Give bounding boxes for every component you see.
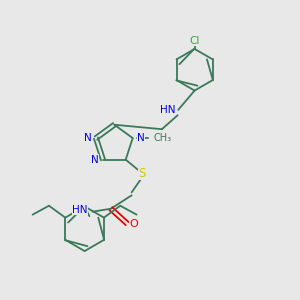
Text: HN: HN xyxy=(160,105,175,115)
Text: S: S xyxy=(138,167,146,180)
Text: O: O xyxy=(129,219,138,229)
Text: N: N xyxy=(84,133,92,143)
Text: CH₃: CH₃ xyxy=(153,133,172,143)
Text: N: N xyxy=(137,133,145,143)
Text: N: N xyxy=(91,155,98,165)
Text: HN: HN xyxy=(72,205,88,214)
Text: Cl: Cl xyxy=(189,36,200,46)
